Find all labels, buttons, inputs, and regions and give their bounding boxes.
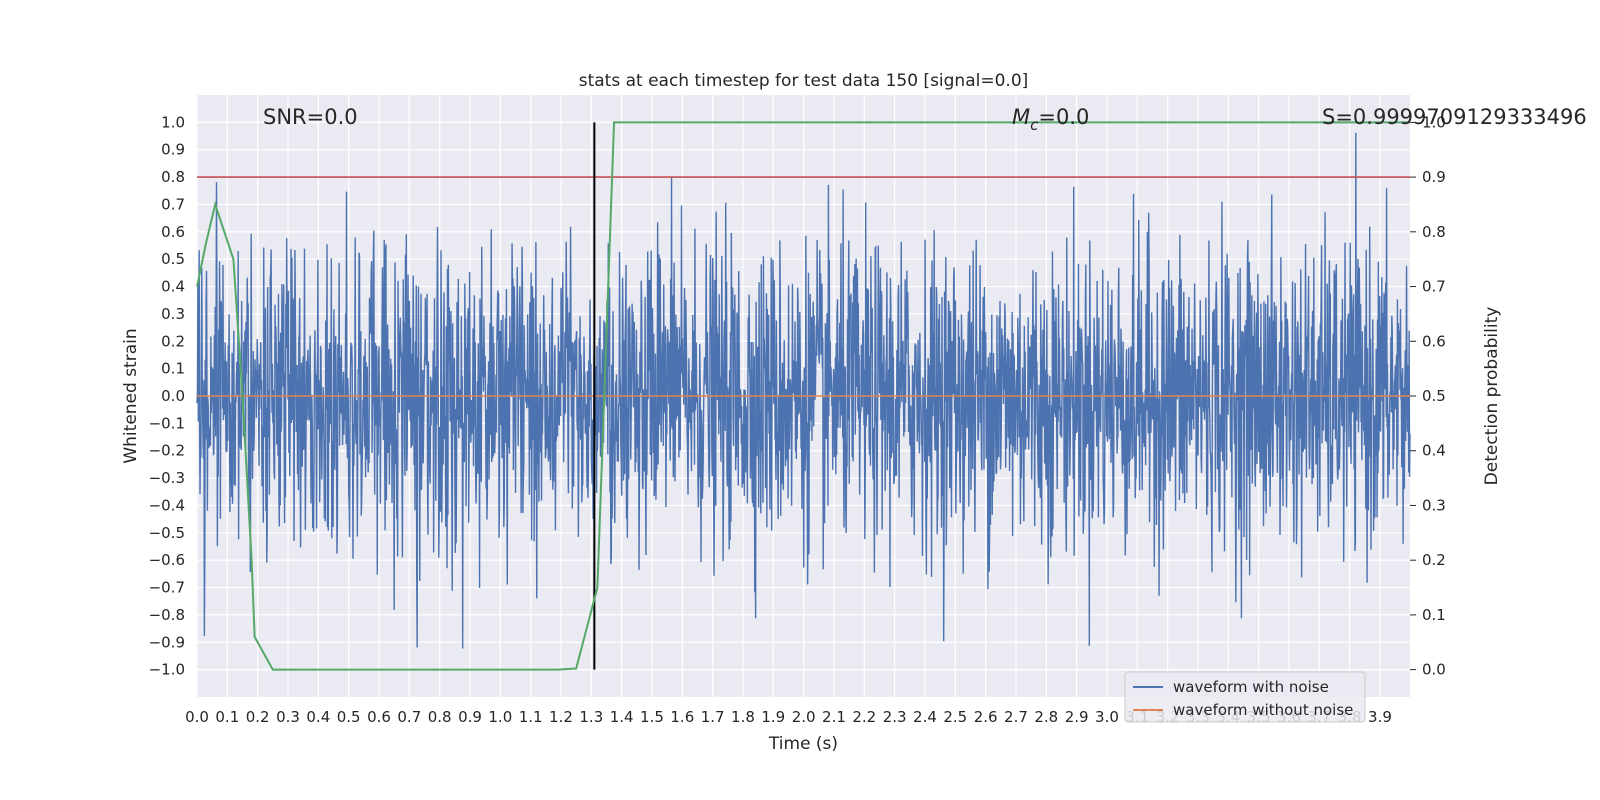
- legend: waveform with noise waveform without noi…: [1124, 671, 1366, 723]
- x-tick-label: 1.0: [488, 708, 512, 726]
- x-tick-label: 0.0: [185, 708, 209, 726]
- x-tick-label: 2.8: [1034, 708, 1058, 726]
- x-tick-label: 2.7: [1004, 708, 1028, 726]
- y2-tick-label: 0.6: [1422, 332, 1446, 350]
- x-tick-label: 2.6: [974, 708, 998, 726]
- y-tick-label: 0.5: [161, 250, 185, 268]
- y-tick-label: 0.1: [161, 360, 185, 378]
- x-tick-label: 0.8: [428, 708, 452, 726]
- x-tick-label: 0.7: [397, 708, 421, 726]
- y2-tick-label: 0.3: [1422, 496, 1446, 514]
- x-tick-label: 2.2: [852, 708, 876, 726]
- y2-tick-label: 0.1: [1422, 606, 1446, 624]
- y-tick-label: 0.8: [161, 168, 185, 186]
- y-axis-label: Whitened strain: [121, 328, 141, 463]
- y2-tick-label: 0.8: [1422, 223, 1446, 241]
- y-tick-label: −0.7: [149, 579, 185, 597]
- annotation-s: S=0.9999709129333496: [1322, 105, 1587, 129]
- noise-waveform-path: [196, 132, 1411, 649]
- legend-box: [1124, 671, 1366, 723]
- y2-tick-label: 0.2: [1422, 551, 1446, 569]
- y2-tick-label: 0.0: [1422, 661, 1446, 679]
- x-tick-label: 0.6: [367, 708, 391, 726]
- annotation-mc-sub: c: [1030, 116, 1039, 134]
- x-tick-label: 2.4: [913, 708, 937, 726]
- y2-axis-ticks: 1.0 0.9 0.8 0.7 0.6 0.5 0.4 0.3 0.2 0.1 0.0: [1410, 113, 1446, 679]
- y-tick-label: −0.2: [149, 442, 185, 460]
- x-tick-label: 1.8: [731, 708, 755, 726]
- y-tick-label: −0.1: [149, 414, 185, 432]
- y2-tick-label: 1.0: [1422, 113, 1446, 131]
- y2-tick-label: 0.7: [1422, 278, 1446, 296]
- y-tick-label: −0.5: [149, 524, 185, 542]
- y-tick-label: 0.7: [161, 195, 185, 213]
- series-detection-probability: [196, 121, 1410, 671]
- x-tick-label: 1.1: [519, 708, 543, 726]
- annotation-mc-symbol: M: [1012, 105, 1030, 129]
- y-tick-label: 1.0: [161, 113, 185, 131]
- x-tick-label: 3.9: [1368, 708, 1392, 726]
- y-tick-label: 0.9: [161, 141, 185, 159]
- y-tick-label: −0.8: [149, 606, 185, 624]
- chart-title: stats at each timestep for test data 150…: [579, 71, 1029, 91]
- y-tick-label: −0.3: [149, 469, 185, 487]
- series-waveform-with-noise: [196, 132, 1411, 649]
- x-tick-label: 1.6: [670, 708, 694, 726]
- y-tick-label: 0.6: [161, 223, 185, 241]
- y-tick-label: −0.4: [149, 496, 185, 514]
- y-tick-label: 0.0: [161, 387, 185, 405]
- y-tick-label: −0.6: [149, 551, 185, 569]
- x-tick-label: 2.1: [822, 708, 846, 726]
- y2-tick-label: 0.9: [1422, 168, 1446, 186]
- x-tick-label: 1.3: [579, 708, 603, 726]
- annotation-mc-value: =0.0: [1038, 105, 1089, 129]
- y-axis-ticks: 1.0 0.9 0.8 0.7 0.6 0.5 0.4 0.3 0.2 0.1 0.0 −0.1 −0.…: [149, 113, 185, 678]
- x-tick-label: 2.0: [792, 708, 816, 726]
- annotation-snr: SNR=0.0: [263, 105, 358, 129]
- y2-axis-label: Detection probability: [1482, 307, 1502, 486]
- y-tick-label: 0.4: [161, 278, 185, 296]
- x-axis-label: Time (s): [768, 734, 838, 754]
- x-tick-label: 2.9: [1065, 708, 1089, 726]
- x-tick-label: 1.7: [701, 708, 725, 726]
- x-tick-label: 0.4: [306, 708, 330, 726]
- x-tick-label: 0.2: [246, 708, 270, 726]
- x-tick-label: 3.0: [1095, 708, 1119, 726]
- y-tick-label: −1.0: [149, 661, 185, 679]
- legend-label-noise: waveform with noise: [1173, 678, 1329, 696]
- x-tick-label: 2.5: [943, 708, 967, 726]
- x-tick-label: 0.5: [337, 708, 361, 726]
- legend-label-clean: waveform without noise: [1173, 701, 1353, 719]
- y-tick-label: −0.9: [149, 633, 185, 651]
- x-tick-label: 1.4: [610, 708, 634, 726]
- y-tick-label: 0.2: [161, 332, 185, 350]
- x-tick-label: 1.5: [640, 708, 664, 726]
- x-tick-label: 0.3: [276, 708, 300, 726]
- y-tick-label: 0.3: [161, 305, 185, 323]
- annotation-mc: Mc=0.0: [1012, 105, 1089, 134]
- x-tick-label: 1.2: [549, 708, 573, 726]
- x-tick-label: 1.9: [761, 708, 785, 726]
- probability-curve-path: [196, 121, 1410, 671]
- y2-tick-label: 0.5: [1422, 387, 1446, 405]
- y2-tick-label: 0.4: [1422, 442, 1446, 460]
- x-tick-label: 2.3: [883, 708, 907, 726]
- x-tick-label: 0.1: [215, 708, 239, 726]
- x-tick-label: 0.9: [458, 708, 482, 726]
